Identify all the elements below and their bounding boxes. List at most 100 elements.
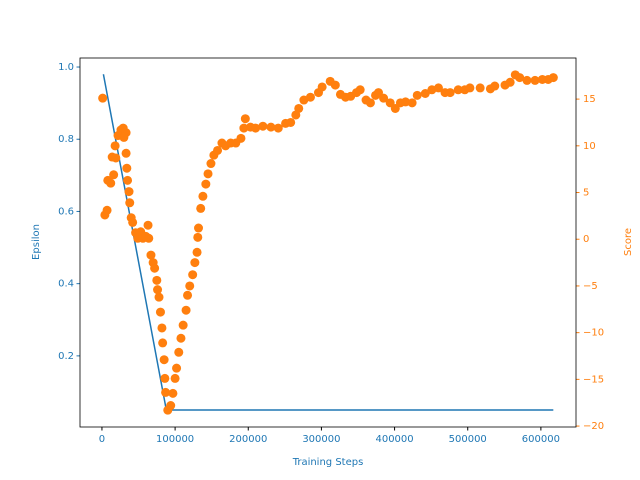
y2-tick-label: 5	[583, 188, 589, 199]
score-point	[119, 132, 129, 142]
score-point	[172, 363, 182, 373]
score-point	[196, 203, 206, 213]
score-point	[154, 292, 164, 302]
score-point	[465, 83, 475, 93]
y2-tick-label: −5	[583, 281, 598, 292]
x-tick-label: 500000	[449, 434, 487, 445]
score-point	[433, 83, 443, 93]
score-point	[198, 191, 208, 201]
score-point	[153, 285, 163, 295]
score-point	[365, 98, 375, 108]
x-tick-label: 400000	[375, 434, 413, 445]
score-point	[420, 88, 430, 98]
x-tick-label: 600000	[522, 434, 560, 445]
score-point	[490, 81, 500, 91]
score-point	[152, 275, 162, 285]
score-point	[110, 141, 120, 151]
score-point	[166, 401, 176, 411]
score-point	[183, 290, 193, 300]
score-point	[161, 387, 171, 397]
score-point	[123, 175, 133, 185]
y-tick-label: 0.4	[58, 279, 74, 290]
score-point	[505, 77, 515, 87]
score-point	[125, 198, 135, 208]
score-point	[102, 205, 112, 215]
score-point	[160, 373, 170, 383]
x-tick-label: 200000	[229, 434, 267, 445]
plot-frame	[79, 57, 577, 428]
score-point	[155, 307, 165, 317]
score-point	[305, 92, 315, 102]
y-tick-label: 0.2	[58, 351, 74, 362]
score-point	[407, 98, 417, 108]
y2-tick-label: 10	[583, 141, 596, 152]
score-point	[379, 93, 389, 103]
score-point	[144, 233, 154, 243]
score-point	[111, 153, 121, 163]
score-point	[201, 179, 211, 189]
score-point	[286, 117, 296, 127]
score-point	[106, 178, 116, 188]
score-point	[146, 250, 156, 260]
score-point	[548, 73, 558, 83]
score-point	[240, 114, 250, 124]
score-point	[412, 90, 422, 100]
y2-tick-label: 15	[583, 94, 596, 105]
y2-tick-label: −20	[583, 421, 604, 432]
score-point	[128, 217, 138, 227]
score-point	[515, 73, 525, 83]
score-point	[213, 145, 223, 155]
score-point	[273, 123, 283, 133]
score-point	[193, 232, 203, 242]
score-point	[203, 169, 213, 179]
y-tick-label: 0.8	[58, 134, 74, 145]
score-point	[170, 373, 180, 383]
score-point	[121, 148, 131, 158]
x-tick-label: 0	[99, 434, 105, 445]
score-point	[192, 247, 202, 257]
score-point	[159, 355, 169, 365]
x-tick-label: 100000	[156, 434, 194, 445]
y2-axis-label: Score	[623, 228, 634, 256]
score-point	[122, 163, 132, 173]
score-point	[178, 320, 188, 330]
score-point	[330, 80, 340, 90]
score-point	[266, 122, 276, 132]
score-point	[401, 97, 411, 107]
score-point	[453, 85, 463, 95]
score-point	[194, 223, 204, 233]
score-point	[206, 159, 216, 169]
score-point	[181, 305, 191, 315]
score-point	[174, 347, 184, 357]
y2-tick-label: −10	[583, 328, 604, 339]
score-point	[168, 388, 178, 398]
score-point	[176, 333, 186, 343]
score-point	[188, 270, 198, 280]
x-axis-label: Training Steps	[292, 457, 364, 468]
score-point	[190, 258, 200, 268]
y2-tick-label: −15	[583, 374, 604, 385]
y-tick-label: 1.0	[58, 62, 74, 73]
score-point	[124, 187, 134, 197]
score-point	[445, 88, 455, 98]
score-point	[98, 93, 108, 103]
epsilon-line	[102, 74, 554, 411]
score-point	[158, 338, 168, 348]
score-point	[530, 75, 540, 85]
score-point	[239, 123, 249, 133]
score-point	[157, 323, 167, 333]
score-point	[143, 220, 153, 230]
score-point	[522, 75, 532, 85]
score-point	[236, 133, 246, 143]
x-tick-label: 300000	[302, 434, 340, 445]
score-point	[475, 83, 485, 93]
score-point	[294, 103, 304, 113]
score-point	[355, 85, 365, 95]
y2-tick-label: 0	[583, 234, 589, 245]
score-point	[258, 121, 268, 131]
y-tick-label: 0.6	[58, 206, 74, 217]
score-point	[109, 170, 119, 180]
score-point	[150, 263, 160, 273]
score-point	[251, 123, 261, 133]
